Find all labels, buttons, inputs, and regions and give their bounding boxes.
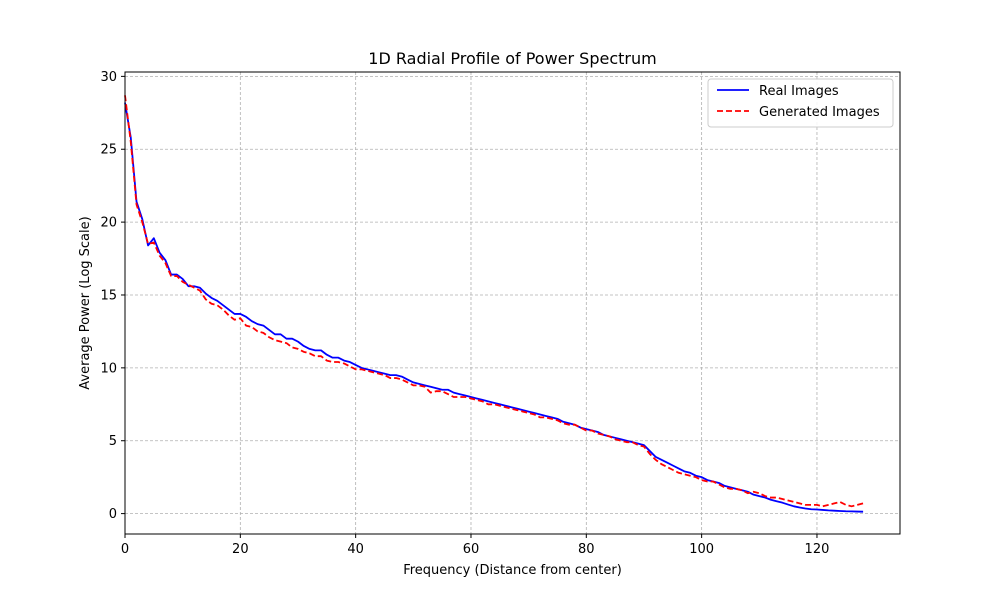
x-tick-label: 60 [463, 542, 480, 557]
y-tick-label: 5 [109, 434, 117, 449]
y-tick-label: 15 [100, 288, 117, 303]
legend-label-real-images: Real Images [759, 84, 839, 99]
grid-layer [124, 72, 900, 534]
y-tick-label: 25 [100, 143, 117, 158]
x-tick-label: 20 [232, 542, 249, 557]
legend: Real Images Generated Images [707, 78, 894, 128]
y-tick-label: 20 [100, 216, 117, 231]
legend-box [707, 78, 894, 128]
y-tick-label: 0 [109, 507, 117, 522]
y-axis-label: Average Power (Log Scale) [78, 216, 93, 389]
chart-title: 1D Radial Profile of Power Spectrum [368, 49, 656, 68]
plot-frame [124, 71, 901, 535]
x-tick-label: 120 [805, 542, 830, 557]
x-tick-label: 80 [578, 542, 595, 557]
series-layer [124, 95, 864, 513]
tick-layer: 0 20 40 60 80 100 120 0 5 10 15 20 25 30 [100, 70, 829, 557]
x-axis-label: Frequency (Distance from center) [403, 563, 622, 578]
y-tick-label: 30 [100, 70, 117, 85]
y-tick-label: 10 [100, 361, 117, 376]
series-line-generated-images [124, 95, 864, 508]
x-tick-label: 0 [121, 542, 129, 557]
x-tick-label: 40 [347, 542, 364, 557]
x-tick-label: 100 [689, 542, 714, 557]
legend-label-generated-images: Generated Images [759, 105, 880, 120]
